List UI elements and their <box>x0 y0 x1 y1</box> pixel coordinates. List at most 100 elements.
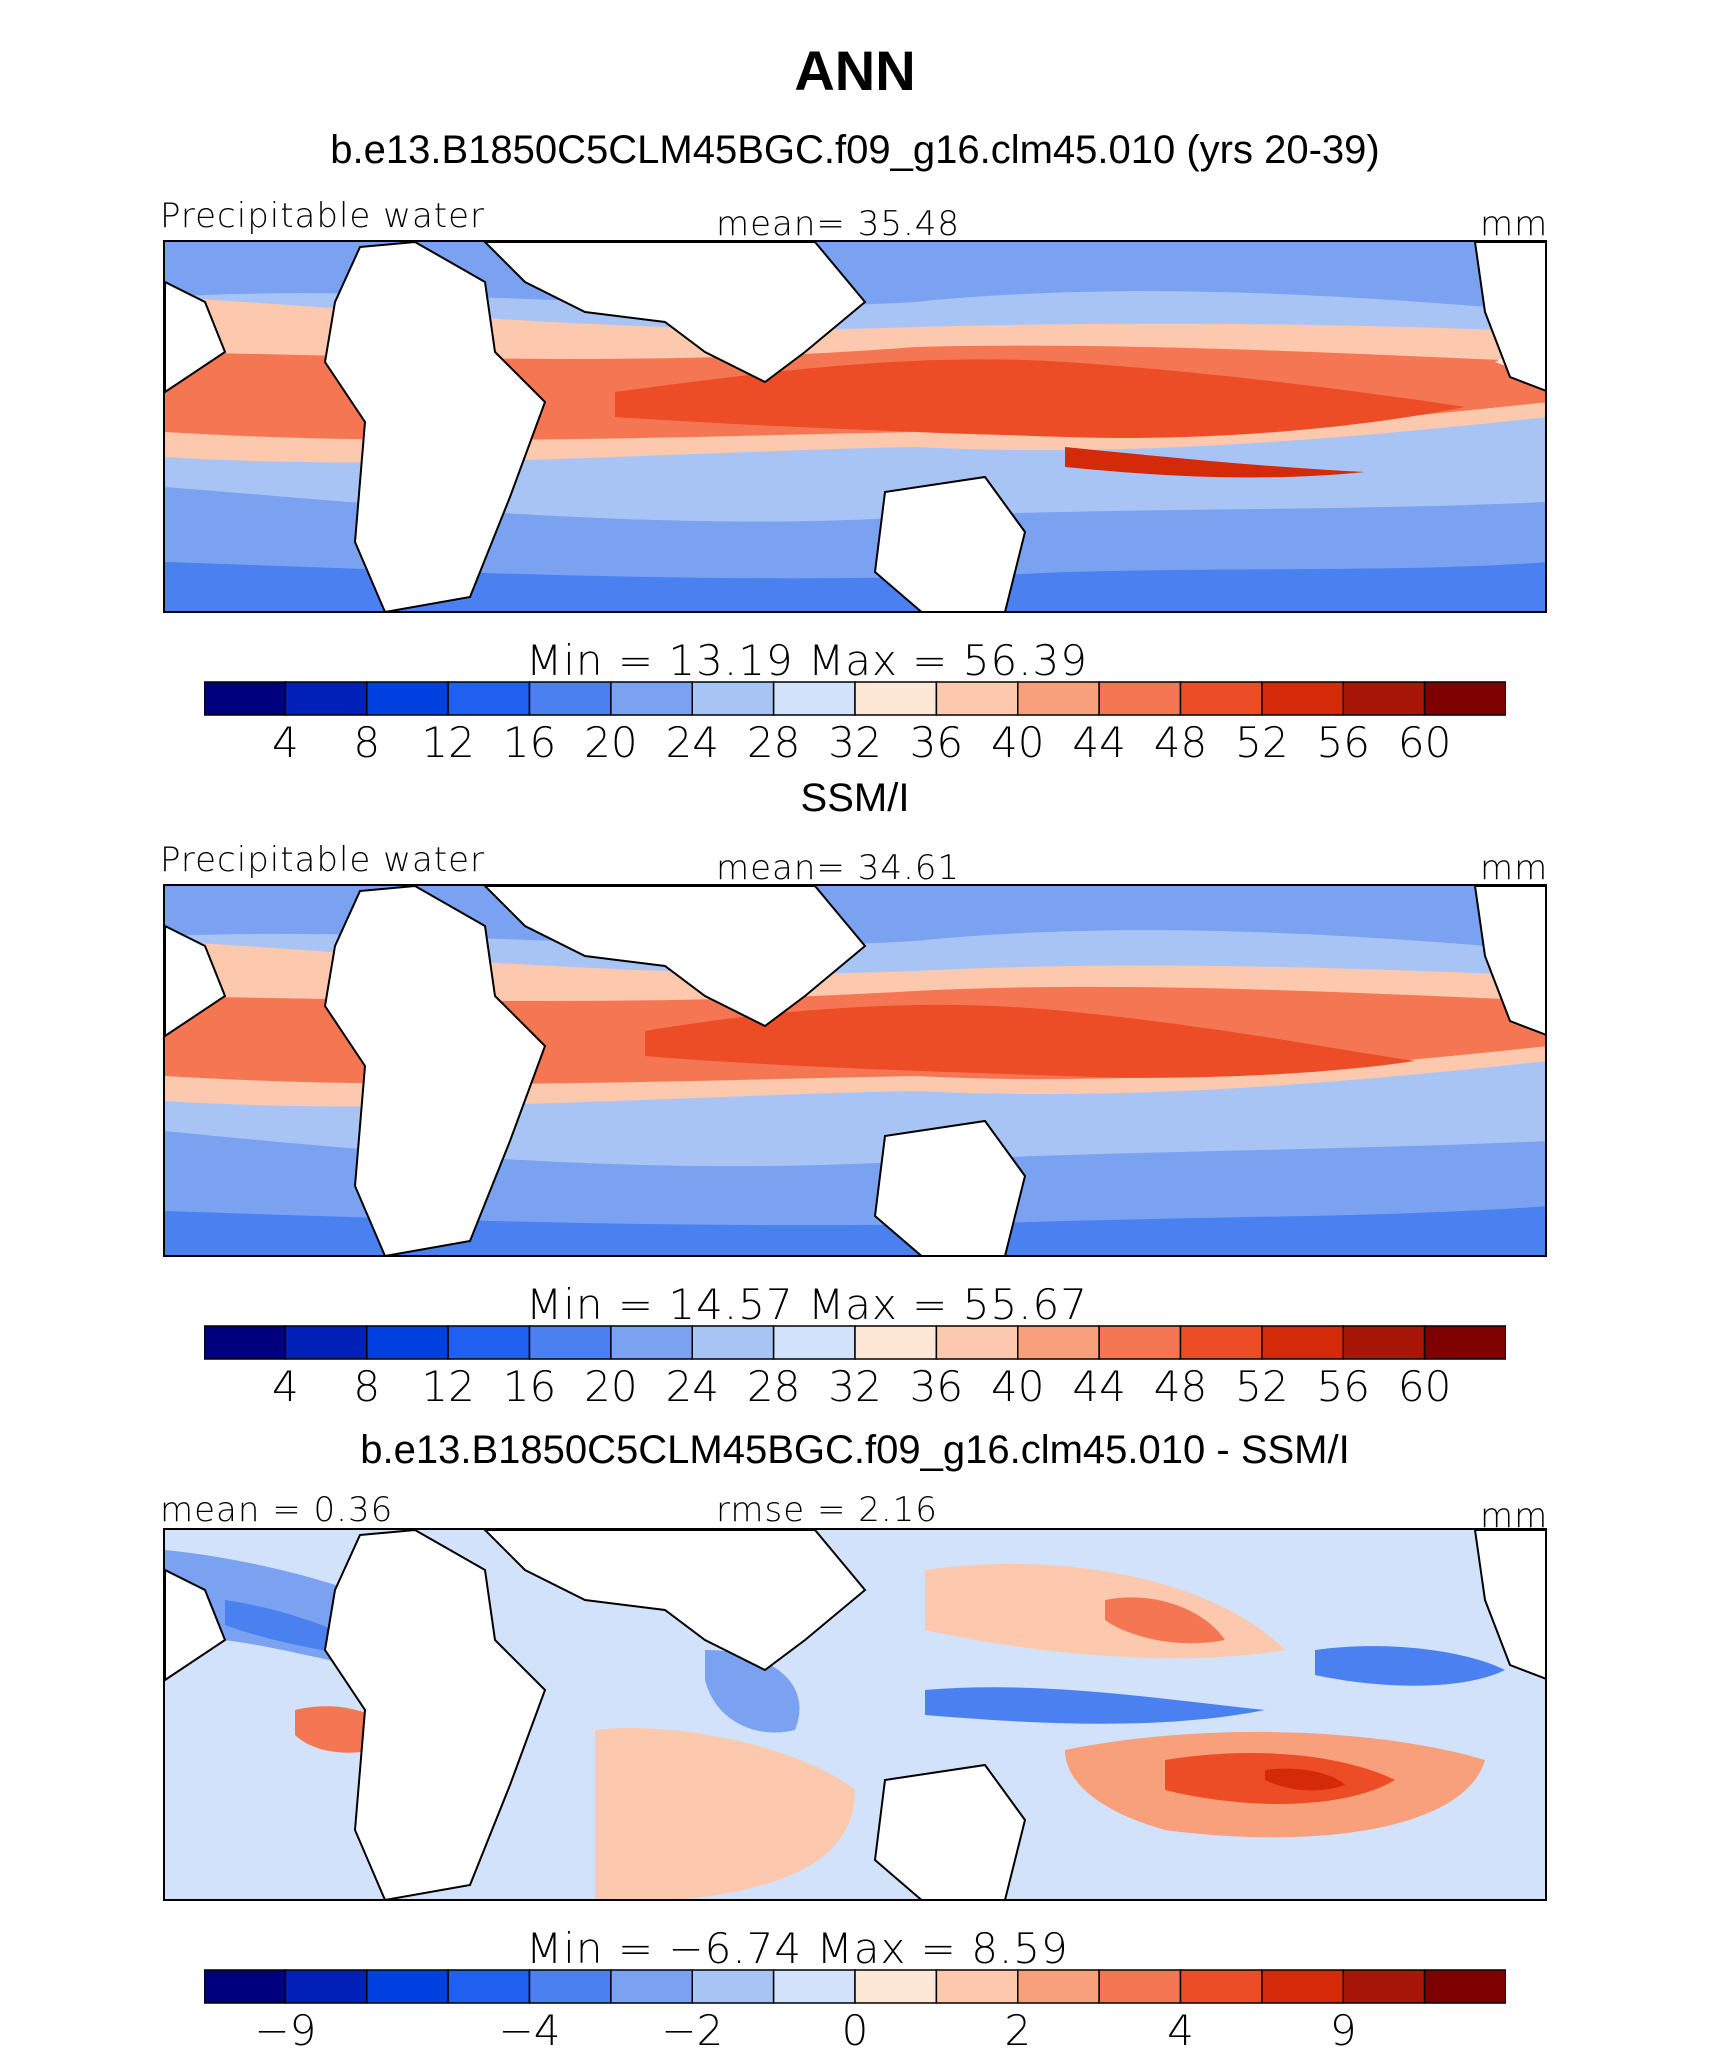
colorbar-tick-label: 52 <box>1235 1362 1289 1411</box>
colorbar-tick-label: 32 <box>828 1362 882 1411</box>
colorbar-swatch <box>1342 681 1426 716</box>
colorbar-tick-label: 8 <box>353 718 381 767</box>
australia-landmass <box>873 475 1027 611</box>
colorbar-swatch <box>366 1969 449 2004</box>
colorbar-swatch <box>204 681 287 716</box>
colorbar-swatch <box>1179 681 1263 716</box>
colorbar-tick-label: 24 <box>665 1362 719 1411</box>
colorbar-swatch <box>1017 681 1100 716</box>
panel-model-colorbar-svg <box>204 681 1506 716</box>
panel-obs-colorbar-svg <box>204 1325 1506 1360</box>
colorbar-tick-label: 9 <box>1329 2006 1357 2055</box>
colorbar-swatch <box>366 681 449 716</box>
colorbar-swatch <box>1179 1325 1263 1360</box>
australia-landmass <box>873 1763 1027 1899</box>
field-band <box>645 1004 1415 1078</box>
colorbar-tick-label: 60 <box>1397 718 1452 767</box>
south-america-landmass <box>165 924 227 1038</box>
colorbar-swatch <box>1017 1325 1100 1360</box>
field-band <box>615 359 1465 438</box>
panel-diff-mean-label: mean = 0.36 <box>160 1490 394 1530</box>
south-america-landmass <box>165 280 227 394</box>
colorbar-tick-label: 56 <box>1316 718 1370 767</box>
colorbar-tick-label: 2 <box>1004 2006 1032 2055</box>
field-anomaly <box>1315 1646 1505 1686</box>
colorbar-tick-label: 40 <box>991 718 1045 767</box>
colorbar-swatch <box>528 1325 612 1360</box>
eurasia-landmass <box>483 886 867 1028</box>
colorbar-tick-label: 52 <box>1235 718 1289 767</box>
colorbar-swatch <box>854 681 938 716</box>
colorbar-tick-label: 48 <box>1153 1362 1208 1411</box>
colorbar-swatch <box>935 1969 1019 2004</box>
panel-diff-subtitle: b.e13.B1850C5CLM45BGC.f09_g16.clm45.010 … <box>360 1428 1350 1472</box>
panel-model-map-svg <box>165 242 1545 611</box>
panel-model-colorbar <box>204 681 1506 716</box>
field-band <box>165 562 1545 611</box>
colorbar-tick-label: 60 <box>1397 1362 1452 1411</box>
colorbar-swatch <box>691 681 775 716</box>
panel-obs-colorbar <box>204 1325 1506 1360</box>
africa-landmass <box>323 886 547 1255</box>
americas-landmass <box>1473 1530 1545 1680</box>
colorbar-tick-label: 48 <box>1153 718 1208 767</box>
panel-model-subtitle: b.e13.B1850C5CLM45BGC.f09_g16.clm45.010 … <box>330 128 1380 172</box>
colorbar-swatch <box>1098 1969 1182 2004</box>
americas-landmass <box>1473 886 1545 1036</box>
eurasia-landmass <box>483 242 867 384</box>
colorbar-swatch <box>366 1325 449 1360</box>
colorbar-swatch <box>772 681 856 716</box>
colorbar-tick-label: 36 <box>909 1362 964 1411</box>
colorbar-tick-label: 16 <box>502 1362 557 1411</box>
colorbar-swatch <box>1342 1969 1426 2004</box>
colorbar-swatch <box>1261 1325 1345 1360</box>
colorbar-tick-label: 12 <box>421 718 475 767</box>
colorbar-swatch <box>935 1325 1019 1360</box>
colorbar-swatch <box>284 1969 368 2004</box>
colorbar-tick-label: −9 <box>254 2006 317 2055</box>
panel-model-minmax: Min = 13.19 Max = 56.39 <box>526 636 1088 685</box>
panel-model-map <box>163 240 1547 613</box>
colorbar-tick-label: 28 <box>746 1362 801 1411</box>
colorbar-tick-label: 44 <box>1072 718 1126 767</box>
colorbar-swatch <box>1179 1969 1263 2004</box>
panel-model-variable-label: Precipitable water <box>160 196 486 236</box>
panel-diff-map <box>163 1528 1547 1901</box>
colorbar-tick-label: 44 <box>1072 1362 1126 1411</box>
colorbar-swatch <box>204 1325 287 1360</box>
panel-diff-colorbar-svg <box>204 1969 1506 2004</box>
colorbar-tick-label: 20 <box>584 1362 638 1411</box>
colorbar-tick-label: 4 <box>272 718 299 767</box>
colorbar-swatch <box>1261 1969 1345 2004</box>
colorbar-tick-label: 4 <box>272 1362 299 1411</box>
africa-landmass <box>323 1530 547 1899</box>
colorbar-swatch <box>691 1325 775 1360</box>
colorbar-swatch <box>1423 681 1506 716</box>
colorbar-swatch <box>1098 1325 1182 1360</box>
colorbar-tick-label: 36 <box>909 718 964 767</box>
colorbar-tick-label: 24 <box>665 718 719 767</box>
colorbar-swatch <box>1423 1325 1506 1360</box>
colorbar-swatch <box>854 1969 938 2004</box>
panel-obs-map-svg <box>165 886 1545 1255</box>
colorbar-swatch <box>610 1969 694 2004</box>
field-anomaly <box>925 1687 1265 1724</box>
colorbar-swatch <box>854 1325 938 1360</box>
panel-obs-map <box>163 884 1547 1257</box>
field-anomaly <box>595 1728 855 1899</box>
colorbar-swatch <box>1261 681 1345 716</box>
plot-title: ANN <box>794 39 916 102</box>
panel-diff-minmax: Min = −6.74 Max = 8.59 <box>526 1924 1069 1973</box>
field-anomaly <box>705 1650 800 1733</box>
colorbar-swatch <box>691 1969 775 2004</box>
panel-obs-variable-label: Precipitable water <box>160 840 486 880</box>
field-anomaly <box>1265 1768 1345 1791</box>
panel-diff-map-svg <box>165 1530 1545 1899</box>
colorbar-swatch <box>1098 681 1182 716</box>
colorbar-swatch <box>935 681 1019 716</box>
africa-landmass <box>323 242 547 611</box>
colorbar-tick-label: 4 <box>1167 2006 1194 2055</box>
australia-landmass <box>873 1119 1027 1255</box>
colorbar-swatch <box>204 1969 287 2004</box>
colorbar-swatch <box>1017 1969 1100 2004</box>
